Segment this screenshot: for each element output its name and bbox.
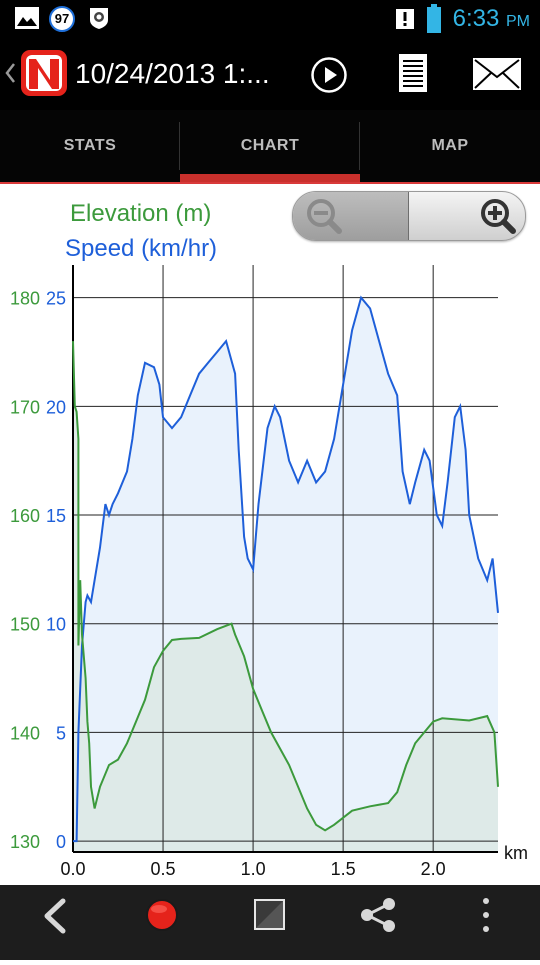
- elevation-series-line: [72, 341, 499, 832]
- back-arrow-icon: [44, 898, 66, 934]
- clock: 6:33 PM: [453, 5, 530, 33]
- zoom-separator: [408, 192, 409, 240]
- x-axis-unit-label: km: [504, 843, 528, 863]
- navigation-bar: [0, 885, 540, 960]
- alert-icon: [396, 9, 414, 34]
- tab-stats[interactable]: STATS: [0, 110, 180, 182]
- clock-ampm: PM: [506, 13, 530, 30]
- y-speed-tick-label: 20: [46, 397, 66, 417]
- overflow-menu-icon: [483, 898, 489, 932]
- tab-map-label: MAP: [431, 137, 469, 154]
- share-button[interactable]: [348, 885, 408, 960]
- back-chevron-icon[interactable]: [4, 62, 16, 89]
- legend-speed: Speed (km/hr): [65, 235, 218, 262]
- y-left-tick-label: 150: [10, 615, 40, 635]
- selected-tab-indicator: [180, 174, 360, 182]
- y-speed-tick-label: 15: [46, 506, 66, 526]
- record-icon: [146, 899, 178, 931]
- y-left-tick-label: 170: [10, 397, 40, 417]
- app-logo-icon[interactable]: [20, 49, 68, 102]
- tab-stats-label: STATS: [63, 137, 117, 154]
- notification-count-badge: 97: [49, 6, 75, 32]
- tab-map[interactable]: MAP: [360, 110, 540, 182]
- x-tick-label: 2.0: [421, 859, 446, 879]
- y-left-tick-label: 130: [10, 832, 40, 852]
- tab-divider: [359, 122, 360, 170]
- back-button[interactable]: [25, 885, 85, 960]
- status-bar: 97 6:33 PM: [0, 0, 540, 38]
- stop-button[interactable]: [240, 885, 300, 960]
- y-speed-tick-label: 25: [46, 289, 66, 309]
- x-tick-label: 1.5: [331, 859, 356, 879]
- activity-title: 10/24/2013 1:...: [75, 58, 270, 89]
- y-left-tick-label: 180: [10, 289, 40, 309]
- notification-count: 97: [54, 11, 70, 26]
- zoom-in-button[interactable]: [409, 192, 525, 240]
- mail-icon[interactable]: [472, 57, 522, 96]
- tab-chart-label: CHART: [240, 137, 300, 154]
- zoom-out-icon: [307, 199, 342, 234]
- gallery-icon: [14, 6, 40, 35]
- legend-elevation: Elevation (m): [70, 200, 212, 227]
- zoom-in-icon: [481, 199, 516, 234]
- shield-badge-icon: [88, 6, 110, 35]
- share-icon: [361, 898, 395, 932]
- overflow-menu-button[interactable]: [456, 885, 516, 960]
- clock-time: 6:33: [452, 5, 500, 32]
- tab-bar: STATS CHART MAP: [0, 110, 540, 184]
- notes-icon[interactable]: [398, 53, 428, 98]
- y-left-tick-label: 140: [10, 723, 40, 743]
- x-tick-label: 0.0: [60, 859, 85, 879]
- stop-icon: [254, 899, 285, 930]
- play-icon[interactable]: [310, 56, 348, 99]
- record-button[interactable]: [132, 885, 192, 960]
- y-speed-tick-label: 0: [56, 832, 66, 852]
- x-tick-label: 0.5: [151, 859, 176, 879]
- action-bar: 10/24/2013 1:...: [0, 38, 540, 110]
- tab-divider: [179, 122, 180, 170]
- tab-chart[interactable]: CHART: [180, 110, 360, 182]
- y-speed-tick-label: 5: [56, 723, 66, 743]
- y-left-tick-label: 160: [10, 506, 40, 526]
- speed-series-line: [73, 295, 499, 843]
- battery-icon: [426, 4, 442, 39]
- zoom-control: [292, 191, 526, 241]
- y-speed-tick-label: 10: [46, 615, 66, 635]
- zoom-out-button[interactable]: [293, 192, 408, 240]
- elevation-area-fill: [73, 341, 498, 852]
- elevation-speed-chart: 130 140 150 160 170 180 0 5 10 15 20 25 0.0 0.5 1.0 1.5…: [10, 265, 528, 879]
- x-tick-label: 1.0: [241, 859, 266, 879]
